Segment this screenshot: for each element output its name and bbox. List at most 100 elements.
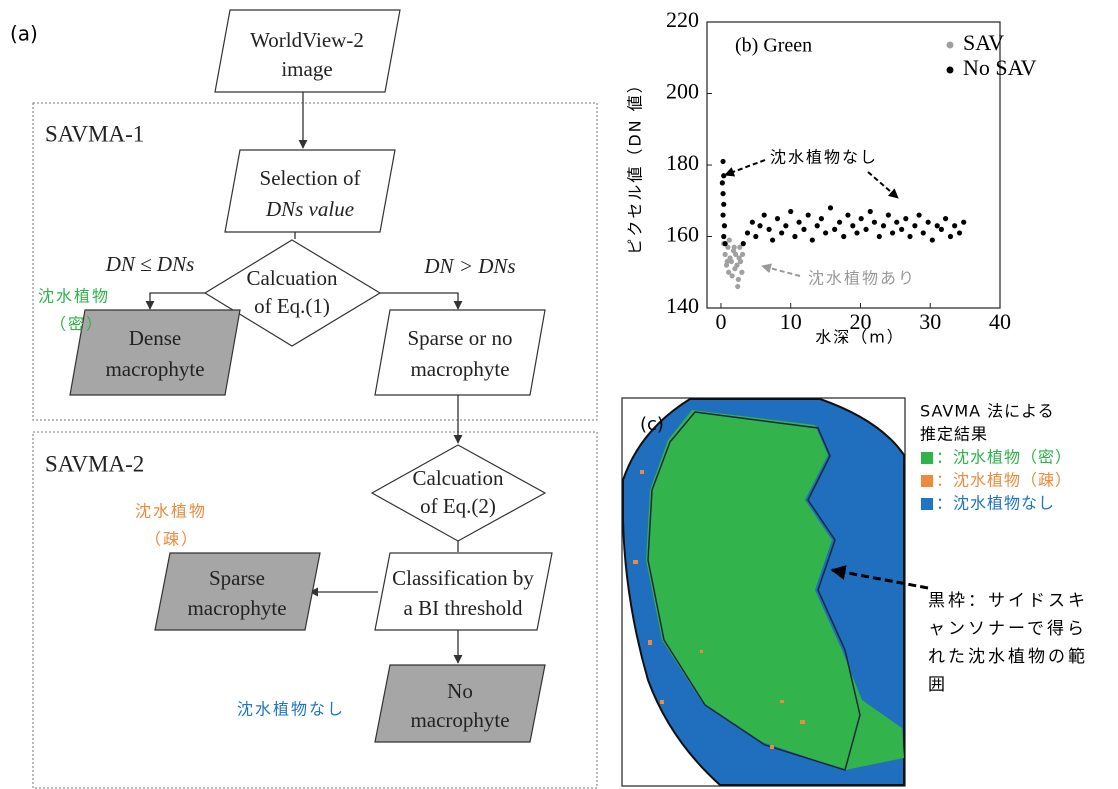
point xyxy=(863,227,868,232)
point xyxy=(939,227,944,232)
point xyxy=(935,223,940,228)
point xyxy=(796,220,801,225)
point xyxy=(721,202,726,207)
x-tick-label: 40 xyxy=(989,309,1011,334)
point xyxy=(850,223,855,228)
node-label: Sparse or no xyxy=(408,326,513,350)
node-label: of Eq.(1) xyxy=(254,294,330,318)
legend-marker xyxy=(947,42,954,49)
panel-label: (a) xyxy=(10,22,38,46)
point xyxy=(720,212,725,217)
node-label: DNs value xyxy=(265,197,354,221)
node-label: Selection of xyxy=(260,166,361,190)
node-label: Classification by xyxy=(392,566,534,590)
point xyxy=(806,212,811,217)
point xyxy=(720,159,725,164)
node-label: Dense xyxy=(129,326,181,350)
annotation: 沈水植物なし xyxy=(770,148,878,167)
point xyxy=(916,212,921,217)
legend-label: ：沈水植物なし xyxy=(936,494,1055,513)
legend-title: 推定結果 xyxy=(920,425,988,444)
point xyxy=(783,223,788,228)
arrow xyxy=(150,293,205,309)
point xyxy=(762,212,767,217)
y-tick-label: 140 xyxy=(666,293,699,318)
point xyxy=(877,234,882,239)
point xyxy=(735,284,740,289)
point xyxy=(832,227,837,232)
point xyxy=(739,270,744,275)
point xyxy=(732,245,737,250)
group-title: SAVMA-1 xyxy=(45,121,144,146)
y-tick-label: 200 xyxy=(666,79,699,104)
legend-label: No SAV xyxy=(963,55,1037,80)
point xyxy=(845,212,850,217)
point xyxy=(750,220,755,225)
point xyxy=(841,234,846,239)
point xyxy=(722,223,727,228)
point xyxy=(745,230,750,235)
node-label: macrophyte xyxy=(187,596,286,620)
node-label: Calcuation xyxy=(413,466,504,490)
point xyxy=(757,223,762,228)
legend-label: ：沈水植物（疎） xyxy=(936,471,1072,490)
point xyxy=(730,273,735,278)
arrow xyxy=(380,293,458,309)
node-label: image xyxy=(281,57,332,81)
point xyxy=(957,230,962,235)
note: ャンソナーで得ら xyxy=(928,619,1087,639)
panel-label: (b) Green xyxy=(735,35,812,57)
point xyxy=(859,216,864,221)
legend-title: SAVMA 法による xyxy=(920,402,1055,421)
point xyxy=(779,230,784,235)
edge-label: DN ≤ DNs xyxy=(105,252,195,276)
node-label: Calcuation xyxy=(247,266,338,290)
point xyxy=(868,209,873,214)
point xyxy=(725,259,730,264)
figure: (a) SAVMA-1 SAVMA-2 WorldView-2 image Se… xyxy=(0,0,1118,789)
point xyxy=(890,230,895,235)
y-tick-label: 160 xyxy=(666,222,699,247)
group-title: SAVMA-2 xyxy=(45,451,144,476)
legend-marker xyxy=(947,67,954,74)
x-tick-label: 20 xyxy=(849,309,871,334)
point xyxy=(886,212,891,217)
node-label: macrophyte xyxy=(105,357,204,381)
point xyxy=(741,241,746,246)
annotation: 沈水植物 xyxy=(38,287,110,306)
annotation-arrow xyxy=(762,266,800,276)
annotation: （疎） xyxy=(145,530,199,549)
y-tick-label: 220 xyxy=(666,7,699,32)
point xyxy=(753,234,758,239)
point xyxy=(837,220,842,225)
point xyxy=(721,234,726,239)
node-label: No xyxy=(447,679,473,703)
point xyxy=(912,223,917,228)
annotation: 沈水植物あり xyxy=(808,269,916,288)
point xyxy=(961,220,966,225)
point xyxy=(720,191,725,196)
note: 黒枠：サイドスキ xyxy=(928,591,1088,611)
map: (c) xyxy=(622,398,928,786)
node-label: Sparse xyxy=(209,566,265,590)
point xyxy=(903,216,908,221)
annotation-arrow xyxy=(868,172,898,198)
point xyxy=(766,227,771,232)
edge-label: DN > DNs xyxy=(423,254,515,278)
point xyxy=(921,230,926,235)
point xyxy=(721,173,726,178)
point xyxy=(770,237,775,242)
point xyxy=(828,205,833,210)
node-label: WorldView-2 xyxy=(250,28,364,52)
point xyxy=(736,277,741,282)
y-axis-label: ピクセル値（DN 値） xyxy=(626,75,645,254)
point xyxy=(738,259,743,264)
annotation: 沈水植物 xyxy=(135,502,207,521)
flowchart: (a) SAVMA-1 SAVMA-2 WorldView-2 image Se… xyxy=(10,10,597,788)
point xyxy=(894,220,899,225)
node-label: macrophyte xyxy=(410,357,509,381)
point xyxy=(948,234,953,239)
node-label: of Eq.(2) xyxy=(420,494,496,518)
annotation: 沈水植物なし xyxy=(237,700,345,719)
point xyxy=(740,252,745,257)
